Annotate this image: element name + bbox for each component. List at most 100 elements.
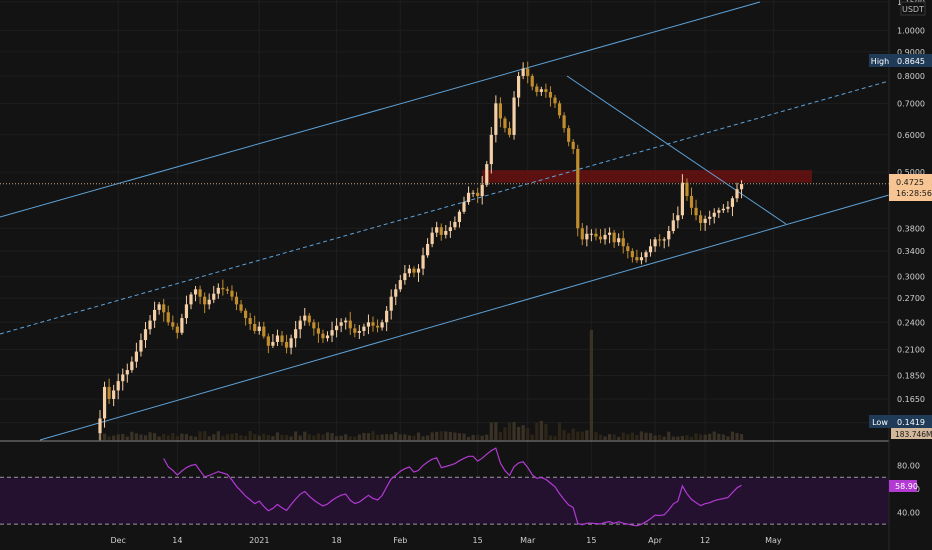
volume-bar bbox=[426, 435, 430, 440]
currency-badge: USDT bbox=[900, 1, 926, 16]
candle-body bbox=[494, 103, 498, 135]
candle-body bbox=[621, 238, 625, 247]
rsi-tick-label: 80.00 bbox=[897, 461, 920, 470]
candle-body bbox=[198, 289, 202, 297]
volume-bar bbox=[685, 435, 689, 440]
high-value: 0.8645 bbox=[897, 57, 925, 66]
candle-body bbox=[353, 328, 357, 333]
candle-body bbox=[439, 227, 443, 235]
volume-bar bbox=[143, 435, 148, 440]
candle-body bbox=[662, 239, 666, 241]
volume-bar bbox=[162, 434, 166, 440]
candle-body bbox=[517, 76, 521, 98]
volume-bar bbox=[112, 435, 116, 440]
volume-bar bbox=[416, 432, 421, 440]
volume-bar bbox=[239, 435, 243, 440]
descending-trendline bbox=[566, 75, 787, 225]
volume-bar bbox=[203, 431, 207, 440]
candle-body bbox=[303, 315, 307, 321]
volume-bar bbox=[594, 432, 598, 440]
volume-bar bbox=[653, 435, 657, 440]
countdown: 16:28:56 bbox=[896, 189, 932, 198]
candle-body bbox=[416, 268, 421, 273]
candle-body bbox=[639, 257, 644, 261]
volume-bar bbox=[362, 432, 366, 440]
candle-body bbox=[498, 103, 502, 119]
volume-bar bbox=[421, 436, 425, 440]
candle-body bbox=[112, 390, 116, 399]
candle-body bbox=[585, 233, 589, 240]
candle-body bbox=[139, 340, 143, 352]
candle-body bbox=[589, 233, 593, 235]
candle-body bbox=[557, 103, 562, 116]
volume-bar bbox=[635, 434, 639, 440]
candle-body bbox=[466, 192, 471, 203]
volume-bar bbox=[471, 435, 475, 440]
candle-body bbox=[444, 231, 448, 235]
volume-bar bbox=[739, 434, 744, 440]
volume-bar bbox=[257, 435, 261, 440]
candle-body bbox=[694, 207, 698, 216]
price-tick-label: 0.8000 bbox=[897, 72, 925, 81]
volume-bar bbox=[175, 436, 179, 440]
time-tick-label: 14 bbox=[172, 536, 182, 545]
candle-body bbox=[717, 210, 721, 213]
candle-body bbox=[162, 304, 166, 313]
time-tick-label: 15 bbox=[473, 536, 483, 545]
time-tick-label: Mar bbox=[520, 536, 536, 545]
volume-bar bbox=[567, 433, 571, 440]
candle-body bbox=[280, 335, 284, 342]
candle-body bbox=[348, 320, 352, 329]
candle-body bbox=[143, 329, 148, 341]
candle-body bbox=[294, 329, 298, 339]
volume-bar bbox=[448, 431, 452, 440]
candle-body bbox=[203, 296, 207, 305]
time-tick-label: May bbox=[765, 536, 782, 545]
rsi-lines bbox=[0, 476, 889, 525]
volume-bar bbox=[435, 431, 439, 440]
candle-body bbox=[284, 341, 289, 348]
volume-bar bbox=[498, 431, 502, 440]
candle-body bbox=[389, 296, 393, 311]
price-tick-label: 0.3000 bbox=[897, 273, 925, 282]
volume-bar bbox=[485, 434, 489, 440]
candle-body bbox=[526, 68, 530, 77]
volume-bar bbox=[380, 434, 384, 440]
volume-bar bbox=[193, 436, 198, 440]
volume-bar bbox=[699, 434, 703, 440]
candle-body bbox=[316, 328, 320, 334]
candle-body bbox=[708, 216, 712, 219]
volume-bar bbox=[344, 434, 348, 440]
candle-body bbox=[567, 128, 571, 142]
volume-bar bbox=[589, 330, 593, 440]
volume-bar bbox=[658, 434, 662, 440]
volume-bar bbox=[394, 431, 398, 440]
volume-bar bbox=[562, 429, 566, 440]
volume-bar bbox=[598, 434, 603, 440]
candle-body bbox=[357, 331, 361, 333]
candle-body bbox=[125, 370, 129, 375]
candle-body bbox=[457, 211, 462, 222]
volume-bar bbox=[353, 436, 357, 440]
volume-bar bbox=[648, 433, 653, 440]
volume-bar bbox=[102, 433, 107, 440]
volume-bar bbox=[303, 431, 307, 440]
candle-body bbox=[175, 326, 179, 333]
candle-body bbox=[594, 233, 598, 237]
candle-body bbox=[275, 335, 280, 342]
candle-body bbox=[221, 287, 225, 290]
volume-bar bbox=[325, 432, 330, 440]
volume-bar bbox=[712, 431, 716, 440]
volume-bar bbox=[444, 431, 448, 440]
candle-body bbox=[366, 322, 371, 327]
volume-bar bbox=[180, 433, 184, 440]
candle-body bbox=[448, 227, 452, 232]
time-axis[interactable]: Dec 14 2021 18 Feb 15 Mar 15 Apr 12 May bbox=[110, 536, 781, 545]
volume-bar bbox=[512, 422, 516, 440]
volume-bar bbox=[457, 433, 462, 440]
volume-bar bbox=[557, 422, 562, 440]
time-tick-label: 15 bbox=[586, 536, 596, 545]
rsi-value: 58.90 bbox=[895, 482, 918, 491]
volume-bar bbox=[548, 435, 553, 440]
